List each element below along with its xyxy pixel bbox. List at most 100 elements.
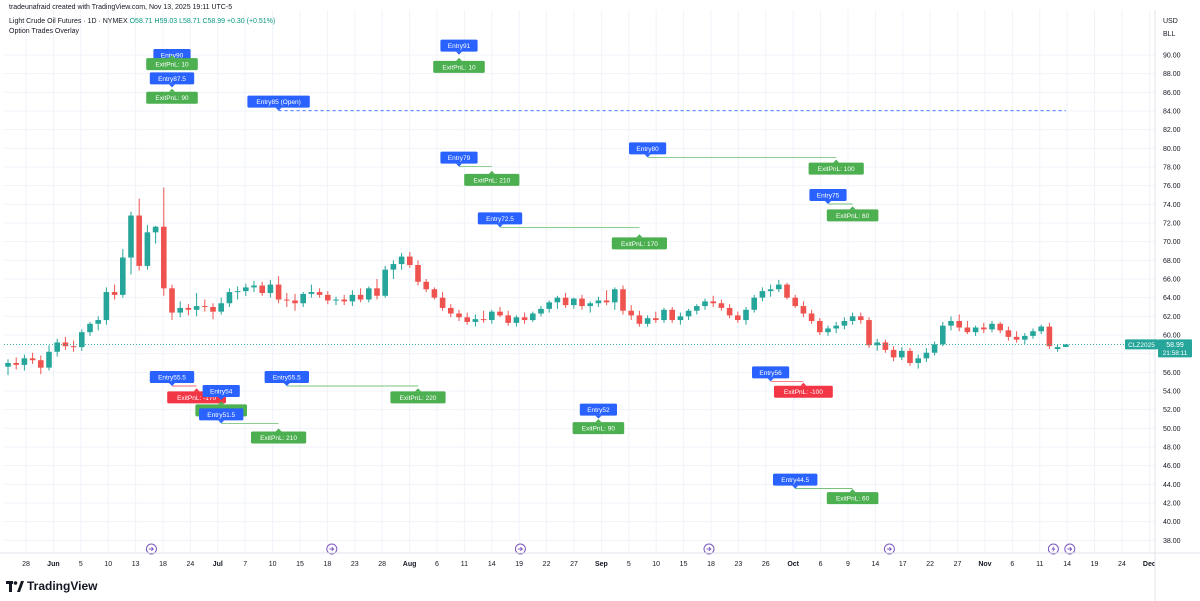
candle xyxy=(431,287,438,300)
price-badge-value: 58.99 xyxy=(1166,342,1184,349)
candle-body xyxy=(899,350,905,358)
candle xyxy=(833,321,839,334)
entry-label[interactable]: Entry85 (Open) xyxy=(247,95,310,111)
exit-label[interactable]: ExitPnL: -100 xyxy=(774,382,833,398)
entry-label[interactable]: Entry44.5 xyxy=(773,473,818,489)
earnings-arrow-icon[interactable] xyxy=(145,543,157,555)
candle xyxy=(54,338,60,357)
entry-label-text: Entry52 xyxy=(587,407,610,414)
earnings-arrow-icon[interactable] xyxy=(326,543,338,555)
exit-label[interactable]: ExitPnL: 60 xyxy=(826,206,879,222)
ohlc-close: C58.99 xyxy=(202,18,226,25)
exit-label[interactable]: ExitPnL: 220 xyxy=(390,388,446,404)
exit-label[interactable]: ExitPnL: 170 xyxy=(611,234,667,250)
entry-label[interactable]: Entry75 xyxy=(809,188,847,204)
candle xyxy=(726,304,733,319)
y-tick-label: 48.00 xyxy=(1163,444,1181,451)
entry-label-pointer xyxy=(644,154,651,158)
symbol-line[interactable]: Light Crude Oil Futures · 1D · NYMEX O58… xyxy=(9,18,275,25)
earnings-arrow-icon[interactable] xyxy=(703,543,715,555)
tradingview-logo[interactable]: TradingView xyxy=(6,579,97,593)
event-markers[interactable] xyxy=(145,543,1076,555)
candle xyxy=(103,287,110,325)
candle xyxy=(292,293,298,311)
candle-body xyxy=(677,316,684,321)
candle xyxy=(521,312,528,324)
candle-body xyxy=(817,320,823,333)
x-tick-label: 6 xyxy=(1010,561,1014,568)
exit-label-text: ExitPnL: 100 xyxy=(818,166,855,173)
x-tick-label: Dec xyxy=(1143,561,1156,568)
entry-label[interactable]: Entry87.5 xyxy=(149,72,195,88)
candle-body xyxy=(571,298,577,306)
entry-label-box xyxy=(440,151,478,164)
candle xyxy=(349,290,356,307)
candle xyxy=(341,294,347,306)
y-tick-label: 64.00 xyxy=(1163,295,1181,302)
candle-body xyxy=(341,299,347,302)
exit-label[interactable]: ExitPnL: 210 xyxy=(251,428,307,444)
trade-lines xyxy=(172,110,1066,490)
candle xyxy=(357,288,364,303)
candle xyxy=(817,318,823,335)
candle xyxy=(776,279,782,293)
entry-label-box xyxy=(752,366,790,379)
entry-label[interactable]: Entry52 xyxy=(579,403,617,419)
y-tick-label: 78.00 xyxy=(1163,164,1181,171)
candle-body xyxy=(513,317,520,323)
candle-body xyxy=(448,307,454,314)
exit-label-box xyxy=(826,209,879,222)
entry-label[interactable]: Entry54 xyxy=(202,384,240,400)
candle xyxy=(948,316,954,331)
currency-label: USD xyxy=(1163,18,1178,25)
entry-label[interactable]: Entry91 xyxy=(440,39,478,55)
earnings-arrow-icon[interactable] xyxy=(514,543,526,555)
entry-label[interactable]: Entry72.5 xyxy=(477,212,523,228)
candle xyxy=(989,320,995,333)
x-tick-label: 5 xyxy=(627,561,631,568)
candle xyxy=(95,316,101,331)
price-badge[interactable] xyxy=(1158,339,1192,358)
exit-label[interactable]: ExitPnL: 100 xyxy=(808,159,864,175)
entry-label[interactable]: Entry55.5 xyxy=(149,370,195,386)
ohlc-high: H59.03 xyxy=(154,18,178,25)
exit-label[interactable]: ExitPnL: 210 xyxy=(464,170,520,186)
candle-body xyxy=(718,303,725,308)
entry-label[interactable]: Entry56 xyxy=(752,366,790,382)
dividend-bolt-icon[interactable] xyxy=(1047,543,1059,555)
candle-body xyxy=(5,362,11,367)
candle-body xyxy=(997,323,1003,331)
candle-body xyxy=(62,342,69,347)
entry-label[interactable]: Entry51.5 xyxy=(199,408,244,424)
entry-label-text: Entry80 xyxy=(636,146,659,153)
indicator-title[interactable]: Option Trades Overlay xyxy=(9,28,80,35)
y-tick-label: 68.00 xyxy=(1163,258,1181,265)
exit-label-pointer xyxy=(849,206,856,210)
candle-body xyxy=(1038,326,1044,332)
y-tick-label: 90.00 xyxy=(1163,53,1181,60)
candle xyxy=(1054,344,1061,352)
x-tick-label: 6 xyxy=(819,561,823,568)
candle xyxy=(628,305,634,321)
x-tick-label: 26 xyxy=(762,561,770,568)
price-badge-countdown: 21:58:11 xyxy=(1163,350,1188,357)
x-tick-label: 15 xyxy=(680,561,688,568)
earnings-arrow-icon[interactable] xyxy=(883,543,895,555)
exit-label[interactable]: ExitPnL: 10 xyxy=(146,55,198,71)
exit-label-pointer xyxy=(849,489,856,493)
exit-label[interactable]: ExitPnL: 90 xyxy=(146,88,198,104)
exit-label[interactable]: ExitPnL: 60 xyxy=(826,489,879,505)
symbol-badge[interactable] xyxy=(1125,339,1158,350)
candle xyxy=(620,285,626,315)
exit-label[interactable]: ExitPnL: 10 xyxy=(433,57,485,73)
candle-body xyxy=(669,309,675,321)
candle-body xyxy=(21,358,28,365)
entry-label[interactable]: Entry79 xyxy=(440,151,478,167)
earnings-arrow-icon[interactable] xyxy=(1064,543,1076,555)
axes: 28 Jun 5 10 13 18 24 Jul 7 10 15 18 23 28 Aug 6 11 14 19 22… xyxy=(0,10,1200,601)
entry-label[interactable]: Entry80 xyxy=(629,142,667,158)
entry-label[interactable]: Entry55.5 xyxy=(264,370,309,386)
exit-label[interactable]: ExitPnL: 90 xyxy=(572,419,625,435)
